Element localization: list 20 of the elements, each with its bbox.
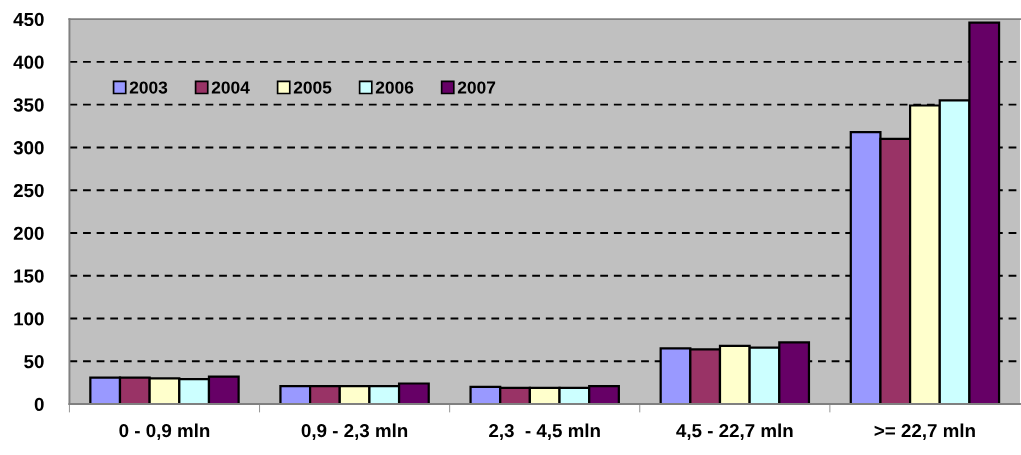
y-tick-label: 400 [13, 55, 44, 69]
y-tick-label: 200 [13, 226, 44, 240]
x-tick-label: 4,5 - 22,7 mln [676, 423, 793, 440]
y-tick-label: 0 [34, 397, 44, 412]
legend-label: 2006 [375, 81, 414, 94]
y-tick-label: 100 [14, 312, 44, 326]
y-tick-label: 350 [13, 98, 44, 112]
y-tick-label: 250 [13, 183, 44, 198]
legend-label: 2005 [293, 81, 332, 94]
legend-label: 2007 [457, 81, 496, 94]
x-tick-label: 0 - 0,9 mln [119, 423, 210, 440]
y-tick-label: 300 [13, 141, 44, 155]
legend-label: 2004 [211, 81, 250, 94]
y-tick-label: 450 [13, 12, 44, 27]
x-tick-label: >= 22,7 mln [874, 423, 975, 440]
legend-label: 2003 [129, 81, 168, 94]
y-tick-label: 150 [14, 269, 44, 283]
x-tick-label: 0,9 - 2,3 mln [301, 423, 408, 440]
x-tick-label: 2,3 - 4,5 mln [489, 423, 600, 440]
y-tick-label: 50 [24, 354, 44, 369]
